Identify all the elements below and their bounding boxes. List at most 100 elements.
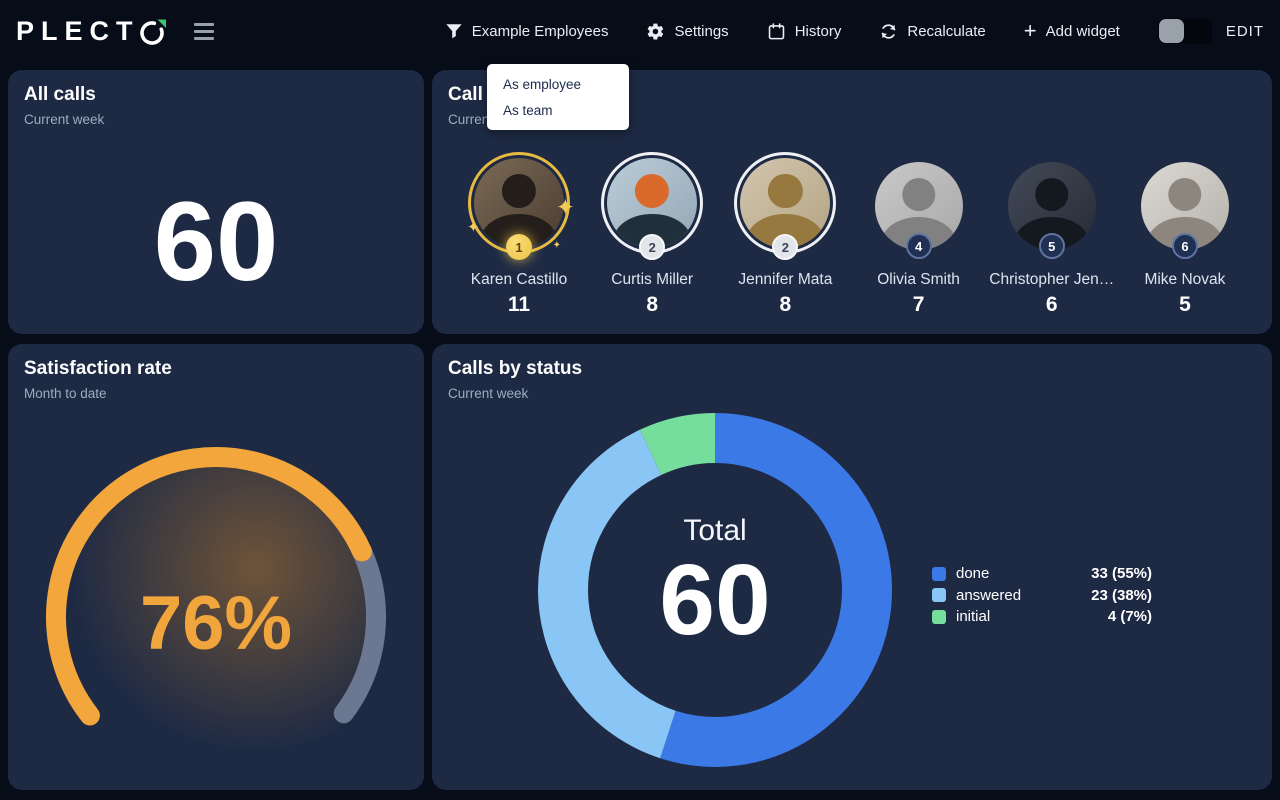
logo-o-icon (139, 19, 166, 45)
legend-swatch-answered (932, 588, 946, 603)
gear-icon (648, 23, 664, 39)
gauge-fill-arc (46, 447, 372, 726)
legend-row-done: done 33 (55%) (932, 563, 1152, 585)
settings-button[interactable]: Settings (646, 22, 729, 41)
leaderboard-entry: 4 Olivia Smith 7 (856, 146, 982, 317)
dashboard-grid: All calls Current week 60 Call count Cur… (8, 70, 1272, 790)
employee-value: 8 (646, 293, 659, 316)
settings-label: Settings (674, 22, 729, 40)
sparkle-icon: ✦ (467, 219, 480, 236)
gauge-svg (46, 447, 386, 726)
widget-satisfaction-rate: Satisfaction rate Month to date 76% (8, 344, 424, 790)
avatar (607, 158, 698, 248)
legend-label: answered (956, 586, 1022, 604)
donut-total-label: Total (683, 513, 747, 547)
widget-calls-by-status: Calls by status Current week Total 60 do… (432, 344, 1272, 790)
avatar (740, 158, 831, 248)
avatar-ring-silver: 2 (601, 152, 704, 260)
widget-period: Month to date (24, 386, 107, 401)
leaderboard-entry: 2 Curtis Miller 8 (589, 146, 715, 317)
filter-label: Example Employees (471, 22, 609, 40)
widget-period: Current week (448, 386, 529, 401)
avatar-box: 4 (874, 146, 963, 259)
leaderboard-entry: 5 Christopher Jen… 6 (989, 146, 1115, 317)
donut-svg (538, 413, 892, 767)
history-label: History (794, 22, 842, 40)
hamburger-menu-icon[interactable] (193, 22, 214, 40)
filter-icon (446, 24, 462, 39)
donut-chart: Total 60 (535, 410, 895, 770)
topbar: PLECT Example Employees Settings (0, 0, 1280, 62)
menu-item-as-team[interactable]: As team (503, 102, 553, 118)
widget-period: Current week (24, 112, 105, 127)
widget-title: Satisfaction rate (24, 358, 172, 379)
gauge-track-arc (333, 541, 386, 724)
leaderboard-row: ✦ ✦ ✦ 1 Karen Castillo 11 2 Curtis Mille (432, 146, 1272, 317)
calendar-icon (768, 22, 784, 39)
edit-toggle-knob[interactable] (1158, 19, 1184, 43)
rank-badge: 2 (639, 234, 666, 260)
employee-value: 8 (779, 293, 792, 316)
leaderboard-entry: ✦ ✦ ✦ 1 Karen Castillo 11 (456, 146, 582, 317)
avatar-box: 2 (601, 146, 704, 260)
avatar-ring-silver: 2 (734, 152, 837, 260)
gauge-value: 76% (139, 581, 293, 666)
employee-value: 11 (507, 293, 531, 316)
rank-badge: 1 (506, 234, 532, 260)
rank-badge: 4 (905, 233, 932, 259)
edit-label: EDIT (1225, 22, 1264, 40)
rank-badge: 2 (772, 234, 799, 260)
refresh-icon (882, 23, 896, 39)
legend-value: 4 (7%) (1107, 608, 1152, 626)
add-widget-button[interactable]: + Add widget (1024, 20, 1120, 42)
leaderboard-entry: 2 Jennifer Mata 8 (722, 146, 848, 317)
legend-swatch-initial (932, 609, 946, 624)
widget-header: Satisfaction rate Month to date (24, 358, 172, 401)
filter-employees-button[interactable]: Example Employees (445, 22, 609, 40)
edit-mode-control: EDIT (1157, 18, 1264, 44)
widget-title: Calls by status (448, 358, 583, 379)
widget-header: Calls by status Current week (448, 358, 582, 401)
add-widget-label: Add widget (1045, 22, 1120, 40)
avatar (1140, 162, 1229, 250)
logo-text: PLECT (16, 15, 140, 46)
legend-row-initial: initial 4 (7%) (932, 606, 1152, 628)
leaderboard-entry: 6 Mike Novak 5 (1122, 146, 1248, 317)
plus-icon: + (1023, 18, 1037, 43)
legend-value: 23 (38%) (1091, 586, 1152, 604)
employee-name: Olivia Smith (877, 271, 960, 288)
employee-value: 5 (1179, 293, 1191, 316)
recalculate-button[interactable]: Recalculate (879, 22, 986, 41)
avatar-plain: 4 (874, 162, 963, 259)
recalculate-label: Recalculate (907, 22, 986, 40)
legend-swatch-done (932, 566, 946, 581)
donut-legend: done 33 (55%) answered 23 (38%) initial … (932, 563, 1152, 628)
plecto-logo[interactable]: PLECT (16, 15, 168, 47)
avatar (874, 162, 963, 250)
legend-row-answered: answered 23 (38%) (932, 585, 1152, 607)
employee-name: Mike Novak (1144, 271, 1226, 288)
widget-header: All calls Current week (24, 84, 104, 127)
widget-title: All calls (24, 84, 96, 105)
avatar-box: 5 (1007, 146, 1096, 259)
avatar-plain: 5 (1007, 162, 1096, 259)
sparkle-icon: ✦ (555, 194, 575, 220)
employee-name: Karen Castillo (470, 271, 568, 288)
widget-all-calls: All calls Current week 60 (8, 70, 424, 334)
employee-name: Curtis Miller (611, 271, 694, 288)
avatar-box: ✦ ✦ ✦ 1 (467, 146, 575, 260)
employee-name: Christopher Jen… (989, 271, 1115, 288)
history-button[interactable]: History (767, 22, 842, 41)
avatar-box: 2 (734, 146, 837, 260)
legend-label: initial (956, 608, 991, 626)
legend-value: 33 (55%) (1091, 565, 1152, 583)
legend-label: done (956, 565, 990, 583)
edit-toggle[interactable] (1157, 18, 1212, 44)
avatar-ring-gold: ✦ ✦ ✦ 1 (467, 152, 575, 260)
employee-value: 6 (1045, 293, 1058, 316)
menu-item-as-employee[interactable]: As employee (503, 76, 582, 92)
filter-dropdown-menu: As employee As team (487, 64, 629, 130)
donut-total-value: 60 (659, 543, 771, 656)
employee-name: Jennifer Mata (738, 271, 833, 288)
avatar-plain: 6 (1140, 162, 1229, 259)
